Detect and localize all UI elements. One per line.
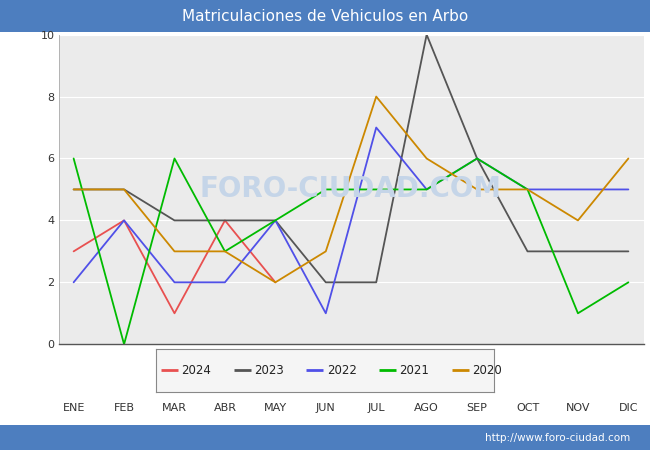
Text: SEP: SEP (467, 403, 488, 413)
Text: 2023: 2023 (254, 364, 284, 377)
Text: AGO: AGO (414, 403, 439, 413)
Text: DIC: DIC (619, 403, 638, 413)
Text: Matriculaciones de Vehiculos en Arbo: Matriculaciones de Vehiculos en Arbo (182, 9, 468, 24)
Text: FORO-CIUDAD.COM: FORO-CIUDAD.COM (200, 176, 502, 203)
Text: http://www.foro-ciudad.com: http://www.foro-ciudad.com (486, 432, 630, 443)
Text: JUN: JUN (316, 403, 335, 413)
Text: 2022: 2022 (327, 364, 357, 377)
Text: OCT: OCT (516, 403, 539, 413)
Text: MAR: MAR (162, 403, 187, 413)
Text: MAY: MAY (264, 403, 287, 413)
Text: ENE: ENE (62, 403, 84, 413)
Text: JUL: JUL (367, 403, 385, 413)
Text: ABR: ABR (213, 403, 237, 413)
Text: 2024: 2024 (181, 364, 211, 377)
Text: 2020: 2020 (472, 364, 502, 377)
Text: 2021: 2021 (399, 364, 429, 377)
Text: NOV: NOV (566, 403, 590, 413)
Text: FEB: FEB (114, 403, 135, 413)
